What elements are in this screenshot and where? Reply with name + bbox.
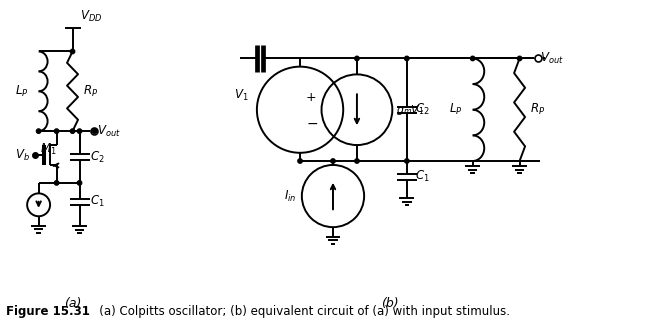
Text: $V_{out}$: $V_{out}$ bbox=[98, 124, 121, 139]
Text: $C_1$: $C_1$ bbox=[89, 194, 104, 209]
Text: $g_m V_1$: $g_m V_1$ bbox=[396, 103, 425, 117]
Circle shape bbox=[77, 181, 82, 185]
Text: $-$: $-$ bbox=[306, 116, 318, 130]
Text: +: + bbox=[306, 91, 316, 104]
Circle shape bbox=[355, 159, 359, 163]
Circle shape bbox=[518, 56, 522, 61]
Circle shape bbox=[55, 181, 59, 185]
Text: $V_{out}$: $V_{out}$ bbox=[540, 51, 563, 66]
Text: (b): (b) bbox=[381, 297, 398, 310]
Text: $R_P$: $R_P$ bbox=[83, 84, 98, 99]
Text: $C_1$: $C_1$ bbox=[415, 169, 430, 184]
Text: $C_2$: $C_2$ bbox=[89, 150, 104, 165]
Circle shape bbox=[355, 56, 359, 61]
Text: $L_P$: $L_P$ bbox=[449, 102, 462, 117]
Text: (a) Colpitts oscillator; (b) equivalent circuit of (a) with input stimulus.: (a) Colpitts oscillator; (b) equivalent … bbox=[87, 305, 510, 318]
Circle shape bbox=[36, 129, 41, 133]
Text: $C_2$: $C_2$ bbox=[415, 102, 430, 117]
Circle shape bbox=[70, 129, 75, 133]
Circle shape bbox=[331, 159, 335, 163]
Text: (a): (a) bbox=[64, 297, 81, 310]
Text: $M_1$: $M_1$ bbox=[40, 142, 56, 157]
Text: $V_{DD}$: $V_{DD}$ bbox=[79, 8, 102, 24]
Circle shape bbox=[77, 129, 82, 133]
Text: $V_b$: $V_b$ bbox=[15, 148, 30, 162]
Circle shape bbox=[55, 129, 59, 133]
Text: Figure 15.31: Figure 15.31 bbox=[6, 305, 90, 318]
Circle shape bbox=[298, 159, 302, 163]
Circle shape bbox=[471, 56, 475, 61]
Text: $R_P$: $R_P$ bbox=[529, 102, 545, 117]
Circle shape bbox=[92, 129, 97, 133]
Text: $I_{in}$: $I_{in}$ bbox=[284, 189, 297, 203]
Text: $L_P$: $L_P$ bbox=[15, 84, 29, 99]
Text: $V_1$: $V_1$ bbox=[234, 88, 249, 103]
Circle shape bbox=[405, 159, 409, 163]
Circle shape bbox=[405, 56, 409, 61]
Circle shape bbox=[70, 49, 75, 54]
